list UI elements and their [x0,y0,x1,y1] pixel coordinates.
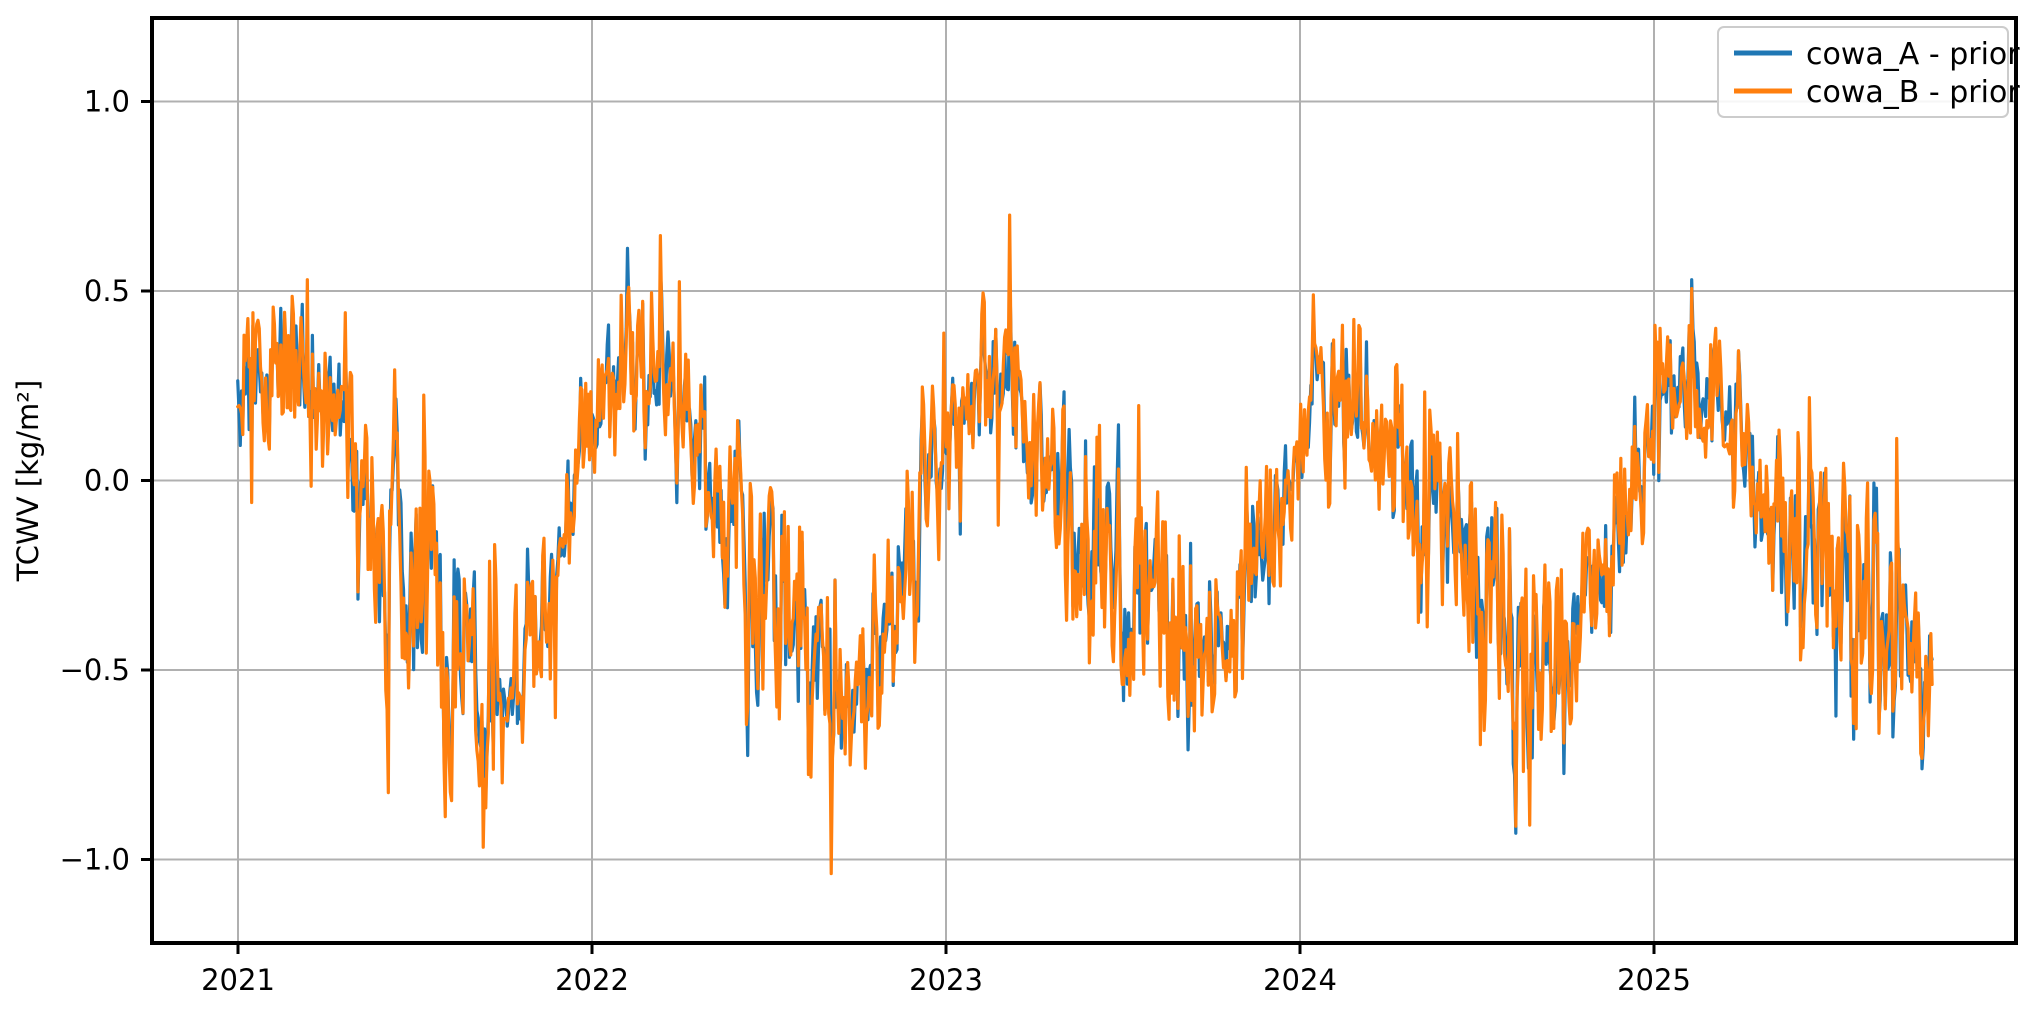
x-tick-label: 2021 [201,963,275,997]
y-axis-tick-labels: 1.0 0.5 0.0 −0.5 −1.0 [60,84,130,876]
series-lines [236,213,1934,876]
y-tick-label: 0.5 [84,274,130,308]
y-tick-label: 1.0 [84,84,130,118]
y-axis-title: TCWV [kg/m²] [11,380,45,582]
x-tick-label: 2023 [909,963,983,997]
legend-frame [1717,26,2009,118]
x-tick-label: 2025 [1617,963,1691,997]
series-line-cowa-b-prior [236,213,1934,876]
y-tick-label: −0.5 [60,653,130,687]
y-tick-label: 0.0 [84,464,130,498]
x-tick-label: 2022 [555,963,629,997]
y-tick-label: −1.0 [60,843,130,877]
legend-label-cowa-a-prior: cowa_A - prior [1806,37,2020,72]
legend-label-cowa-b-prior: cowa_B - prior [1806,75,2020,110]
x-axis-tick-labels: 2021 2022 2023 2024 2025 [201,963,1691,997]
x-tick-label: 2024 [1263,963,1337,997]
axis-ticks [141,99,1656,954]
